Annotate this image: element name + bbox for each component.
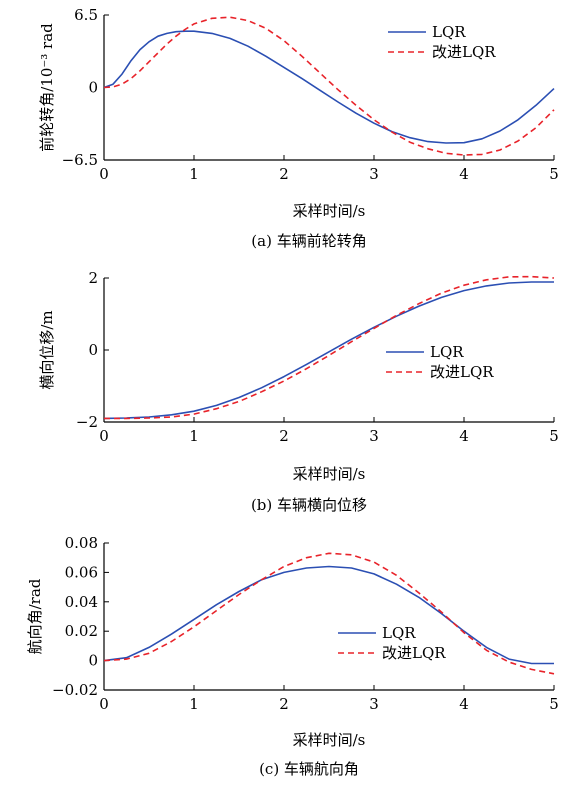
chart-c-series-lqr-line xyxy=(103,565,554,665)
chart-c-series-improved-lqr-line xyxy=(103,552,555,675)
chart-a-legend-label-improved-lqr: 改进LQR xyxy=(432,43,496,61)
chart-c-caption: (c) 车辆航向角 xyxy=(259,760,359,778)
chart-b-x-tick-label: 5 xyxy=(549,427,559,445)
chart-b-x-tick-label: 3 xyxy=(369,427,379,445)
chart-a-y-axis-label: 前轮转角/10⁻³ rad xyxy=(38,23,56,152)
chart-a-x-tick-label: 4 xyxy=(459,165,469,183)
chart-b-y-tick-label: 2 xyxy=(88,269,98,287)
chart-c-legend-label-improved-lqr: 改进LQR xyxy=(382,644,446,662)
chart-c-y-tick-label: 0.04 xyxy=(65,593,98,611)
chart-c-x-tick-label: 1 xyxy=(189,695,199,713)
chart-a-y-tick-label: −6.5 xyxy=(62,151,98,169)
chart-a-series-improved-lqr-line xyxy=(103,16,555,156)
chart-a-y-tick-label: 6.5 xyxy=(74,6,98,24)
chart-b-series-lqr-line xyxy=(103,281,554,420)
chart-c-x-axis-label: 采样时间/s xyxy=(293,731,366,749)
chart-b-x-tick-label: 4 xyxy=(459,427,469,445)
chart-c-x-tick-label: 5 xyxy=(549,695,559,713)
chart-c-y-tick-label: −0.02 xyxy=(52,681,98,699)
chart-c-x-tick-label: 0 xyxy=(99,695,109,713)
chart-b-legend-label-improved-lqr: 改进LQR xyxy=(430,363,494,381)
chart-a-x-tick-label: 2 xyxy=(279,165,289,183)
chart-b-legend-label-lqr: LQR xyxy=(430,343,464,361)
chart-c-legend-label-lqr: LQR xyxy=(382,624,416,642)
chart-b-x-tick-label: 0 xyxy=(99,427,109,445)
chart-b-y-tick-label: −2 xyxy=(76,413,98,431)
chart-b-caption: (b) 车辆横向位移 xyxy=(251,496,367,514)
chart-a-caption: (a) 车辆前轮转角 xyxy=(251,232,366,250)
chart-c-x-tick-label: 3 xyxy=(369,695,379,713)
chart-c-y-tick-label: 0.08 xyxy=(65,534,98,552)
chart-c-y-tick-label: 0.06 xyxy=(65,563,98,581)
chart-c-x-tick-label: 2 xyxy=(279,695,289,713)
chart-b-y-axis-label: 横向位移/m xyxy=(38,310,56,389)
chart-a-y-tick-label: 0 xyxy=(88,79,98,97)
chart-c: 0 1 2 3 4 50.080.060.040.020−0.02采样时间/s航向角/ra… xyxy=(26,534,559,778)
chart-b-y-tick-label: 0 xyxy=(88,341,98,359)
chart-b-x-axis-label: 采样时间/s xyxy=(293,465,366,483)
chart-c-x-tick-label: 4 xyxy=(459,695,469,713)
chart-c-y-tick-label: 0.02 xyxy=(65,622,98,640)
chart-c-y-tick-label: 0 xyxy=(88,652,98,670)
chart-a-x-axis-label: 采样时间/s xyxy=(293,202,366,220)
chart-b-x-tick-label: 2 xyxy=(279,427,289,445)
chart-a-x-tick-label: 5 xyxy=(549,165,559,183)
chart-a-legend-label-lqr: LQR xyxy=(432,23,466,41)
chart-a-x-tick-label: 3 xyxy=(369,165,379,183)
chart-a-x-tick-label: 1 xyxy=(189,165,199,183)
chart-b-series-improved-lqr-line xyxy=(104,275,555,420)
chart-c-y-axis-label: 航向角/rad xyxy=(26,578,44,654)
chart-a-x-tick-label: 0 xyxy=(99,165,109,183)
chart-b-x-tick-label: 1 xyxy=(189,427,199,445)
chart-a-series-lqr-line xyxy=(103,30,555,144)
